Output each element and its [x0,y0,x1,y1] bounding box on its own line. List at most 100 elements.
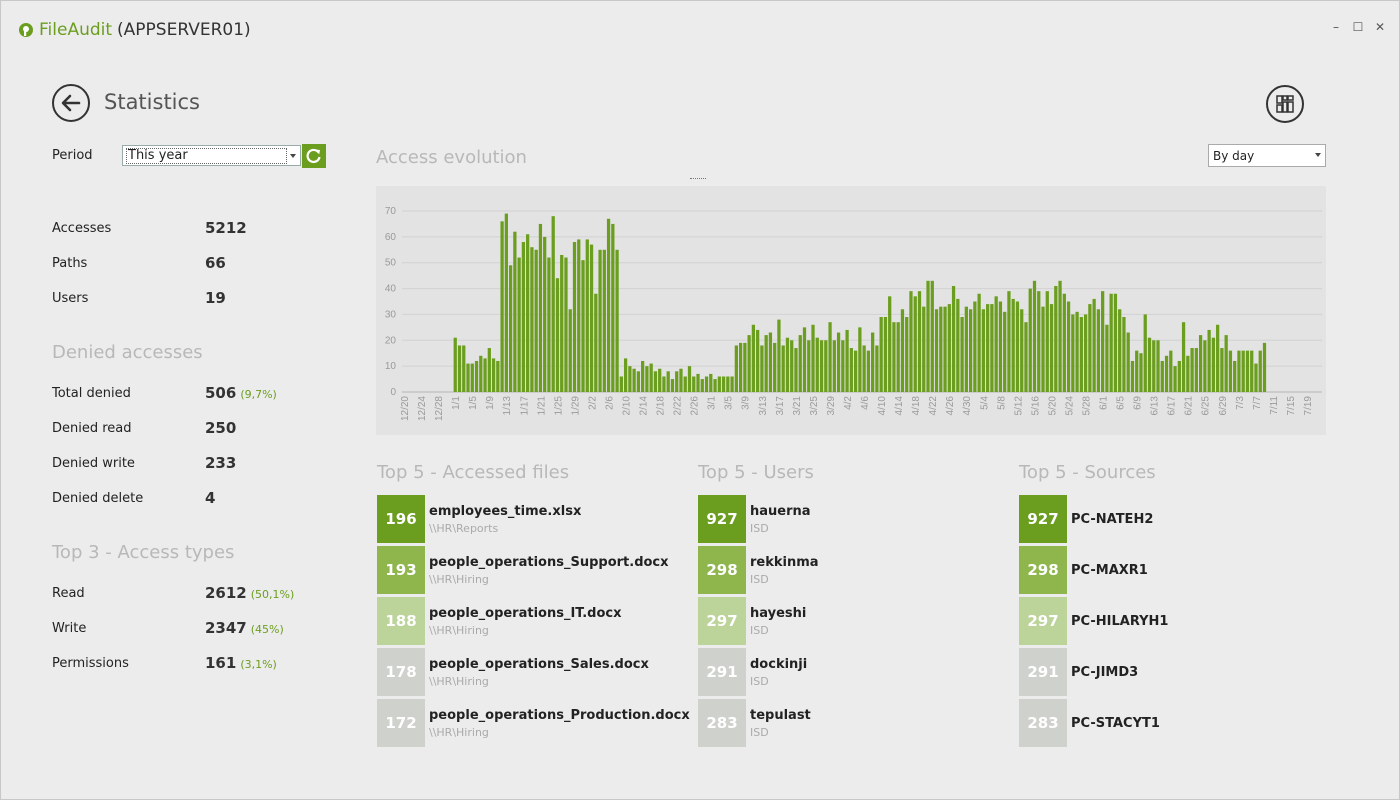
chart-bar[interactable] [679,368,683,392]
back-button[interactable] [52,84,90,122]
chart-bar[interactable] [1262,342,1267,392]
chart-bar[interactable] [777,319,781,392]
chart-bar[interactable] [836,332,841,392]
chart-bar[interactable] [1237,350,1241,392]
chart-bar[interactable] [483,358,487,392]
chart-bar[interactable] [956,298,960,392]
chart-bar[interactable] [1020,309,1024,392]
chart-bar[interactable] [568,309,572,392]
chart-bar[interactable] [713,379,717,392]
chart-bar[interactable] [1045,291,1049,392]
chart-bar[interactable] [508,265,513,392]
chart-bar[interactable] [828,322,832,392]
chart-bar[interactable] [538,223,543,392]
chart-bar[interactable] [1250,350,1254,392]
grain-select[interactable]: By day [1208,144,1326,167]
chart-bar[interactable] [747,335,751,392]
chart-bar[interactable] [1109,293,1113,392]
resize-grip[interactable] [690,178,706,179]
chart-bar[interactable] [521,242,526,392]
chart-bar[interactable] [462,345,466,392]
chart-bar[interactable] [794,348,798,392]
chart-bar[interactable] [1228,350,1233,392]
chart-bar[interactable] [1015,301,1020,393]
chart-bar[interactable] [687,366,692,392]
chart-bar[interactable] [1258,350,1262,392]
refresh-button[interactable] [302,144,326,168]
chart-bar[interactable] [819,340,824,392]
chart-bar[interactable] [700,379,704,392]
chart-bar[interactable] [479,355,483,392]
chart-bar[interactable] [930,280,934,392]
chart-bar[interactable] [917,291,922,392]
chart-bar[interactable] [534,249,538,392]
chart-bar[interactable] [1254,363,1258,392]
chart-bar[interactable] [1011,298,1015,392]
chart-bar[interactable] [726,376,730,392]
chart-bar[interactable] [564,257,568,392]
chart-bar[interactable] [628,366,632,392]
chart-bar[interactable] [790,340,794,392]
chart-bar[interactable] [968,309,973,392]
chart-bar[interactable] [1032,280,1037,392]
chart-bar[interactable] [943,306,947,392]
chart-bar[interactable] [853,350,858,392]
chart-bar[interactable] [1160,360,1164,392]
chart-bar[interactable] [696,373,700,392]
chart-bar[interactable] [602,249,606,392]
chart-bar[interactable] [1173,366,1177,392]
chart-bar[interactable] [815,337,819,392]
chart-bar[interactable] [653,371,658,392]
chart-bar[interactable] [768,332,773,392]
chart-bar[interactable] [1024,322,1028,392]
chart-bar[interactable] [909,291,913,392]
chart-bar[interactable] [606,218,611,392]
chart-bar[interactable] [1216,324,1220,392]
chart-bar[interactable] [998,301,1003,393]
chart-bar[interactable] [585,239,589,392]
chart-bar[interactable] [517,257,521,392]
chart-bar[interactable] [960,317,964,392]
minimize-button[interactable]: – [1333,20,1339,34]
chart-bar[interactable] [977,293,981,392]
chart-bar[interactable] [785,337,790,392]
chart-bar[interactable] [636,371,641,392]
chart-bar[interactable] [543,236,547,392]
period-select[interactable]: This year [122,145,301,166]
chart-bar[interactable] [981,309,986,392]
chart-bar[interactable] [1233,360,1237,392]
chart-bar[interactable] [1130,360,1135,392]
chart-bar[interactable] [474,360,479,392]
chart-bar[interactable] [641,360,645,392]
chart-bar[interactable] [849,348,853,392]
chart-bar[interactable] [577,239,581,392]
chart-bar[interactable] [798,335,802,392]
chart-bar[interactable] [1135,350,1139,392]
chart-bar[interactable] [1224,335,1228,392]
chart-bar[interactable] [900,309,905,392]
chart-bar[interactable] [645,366,649,392]
chart-bar[interactable] [1164,355,1169,392]
chart-bar[interactable] [1169,350,1173,392]
chart-bar[interactable] [1113,293,1118,392]
chart-bar[interactable] [1147,337,1152,392]
chart-bar[interactable] [619,376,623,392]
chart-bar[interactable] [666,371,670,392]
chart-bar[interactable] [1207,329,1211,392]
chart-bar[interactable] [530,247,534,392]
chart-bar[interactable] [964,306,968,392]
dashboard-view-button[interactable] [1266,85,1304,123]
chart-bar[interactable] [1143,314,1147,392]
chart-bar[interactable] [1211,337,1216,392]
chart-bar[interactable] [1122,317,1126,392]
chart-bar[interactable] [951,285,956,392]
chart-bar[interactable] [1037,291,1041,392]
chart-bar[interactable] [496,360,500,392]
chart-bar[interactable] [990,304,994,392]
close-button[interactable]: ✕ [1374,20,1386,34]
chart-bar[interactable] [738,342,743,392]
chart-bar[interactable] [1083,314,1088,392]
chart-bar[interactable] [453,337,457,392]
chart-bar[interactable] [751,324,756,392]
chart-bar[interactable] [802,327,807,392]
